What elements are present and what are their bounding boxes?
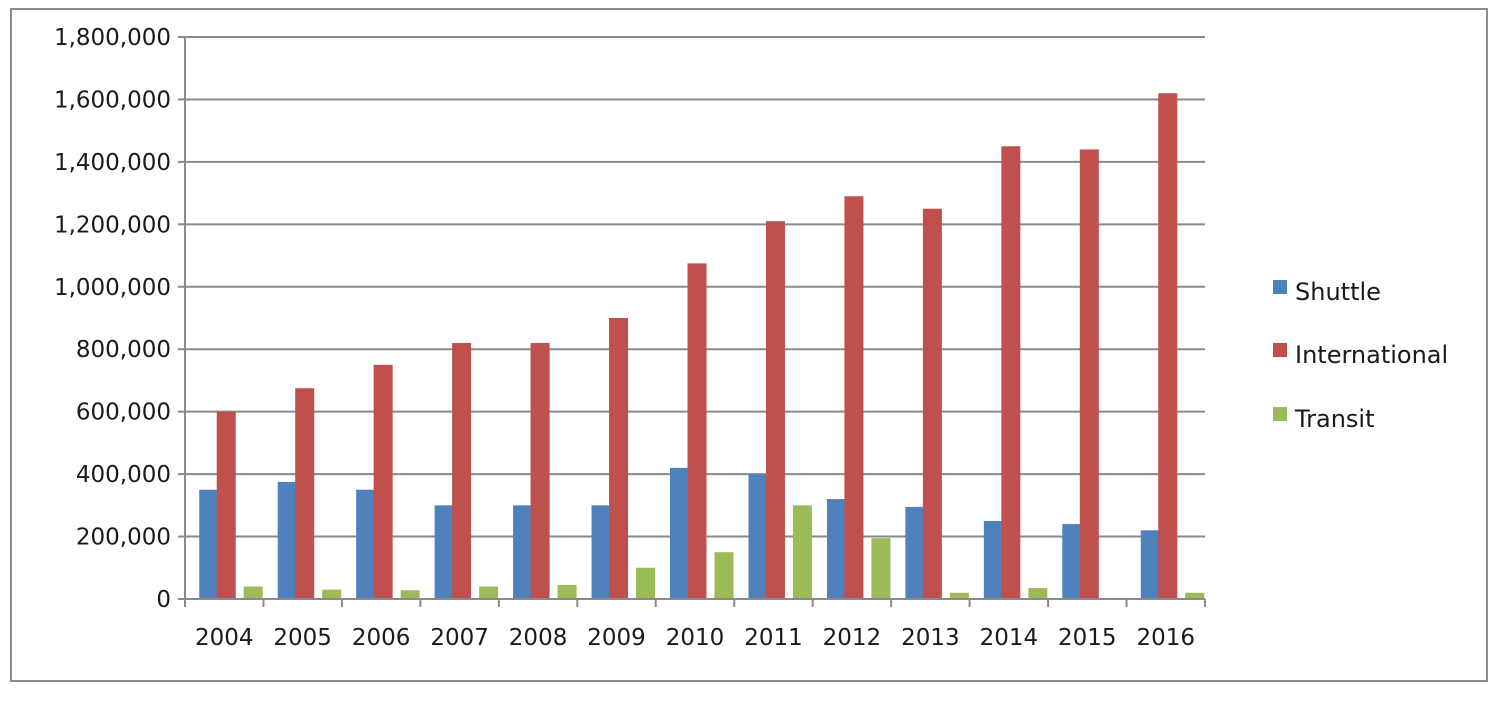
x-tick-label: 2004 [195, 625, 254, 651]
bar-shuttle-2015 [1062, 524, 1082, 599]
bar-shuttle-2007 [434, 505, 454, 599]
bar-transit-2010 [714, 552, 734, 599]
legend-label-transit: Transit [1294, 405, 1375, 433]
bar-shuttle-2013 [905, 506, 925, 599]
bar-international-2015 [1079, 149, 1099, 599]
y-tick-label: 1,200,000 [54, 212, 171, 238]
bar-international-2007 [452, 342, 472, 599]
bar-shuttle-2008 [513, 505, 533, 599]
axes [184, 37, 1205, 600]
x-tick-label: 2013 [901, 625, 960, 651]
x-tick-label: 2009 [587, 625, 646, 651]
x-tick-label: 2006 [352, 625, 411, 651]
y-tick-label: 600,000 [76, 400, 171, 426]
bar-transit-2013 [949, 592, 969, 599]
bar-transit-2012 [871, 538, 891, 599]
bar-transit-2016 [1185, 592, 1205, 599]
y-tick-label: 1,800,000 [54, 25, 171, 51]
bar-international-2012 [844, 196, 864, 599]
bar-shuttle-2004 [199, 489, 219, 599]
bar-shuttle-2010 [670, 467, 689, 599]
bar-international-2009 [609, 318, 629, 599]
bar-shuttle-2005 [277, 481, 297, 599]
bar-transit-2005 [322, 589, 342, 599]
x-tick-label: 2011 [744, 625, 803, 651]
y-tick-label: 800,000 [76, 337, 171, 363]
bar-transit-2011 [792, 505, 812, 599]
bar-shuttle-2014 [983, 520, 1003, 599]
bar-international-2016 [1158, 93, 1178, 599]
legend-swatch-shuttle [1273, 280, 1287, 294]
bar-international-2004 [216, 411, 236, 599]
bar-transit-2009 [636, 567, 656, 599]
x-tick-label: 2010 [666, 625, 725, 651]
bar-transit-2007 [479, 586, 499, 599]
y-tick-label: 200,000 [76, 525, 171, 551]
x-tick-label: 2007 [430, 625, 489, 651]
y-tick-label: 400,000 [76, 462, 171, 488]
y-tick-label: 0 [156, 587, 171, 613]
legend-swatch-transit [1273, 407, 1287, 421]
bar-international-2014 [1001, 146, 1021, 599]
bar-international-2008 [530, 342, 550, 599]
y-tick-label: 1,400,000 [54, 150, 171, 176]
legend-label-international: International [1295, 341, 1448, 369]
bar-transit-2008 [557, 584, 577, 599]
bar-shuttle-2016 [1140, 530, 1160, 599]
bar-international-2006 [373, 364, 393, 599]
x-tick-label: 2014 [980, 625, 1039, 651]
x-tick-label: 2015 [1058, 625, 1117, 651]
bar-shuttle-2011 [748, 474, 768, 599]
bar-shuttle-2006 [356, 489, 376, 599]
bar-shuttle-2009 [591, 505, 611, 599]
y-axis-ticks: 0 200,000 400,000 600,000 800,000 1,000,000 1,… [54, 25, 185, 613]
bar-transit-2004 [243, 586, 263, 599]
x-axis-ticks: 2004 2005 2006 2007 2008 2009 2010 2011 2012 2013… [184, 599, 1206, 651]
bar-transit-2006 [400, 590, 420, 599]
bar-transit-2014 [1028, 588, 1048, 599]
legend-swatch-international [1273, 343, 1287, 357]
bar-shuttle-2012 [826, 499, 846, 599]
bars [199, 93, 1205, 599]
x-tick-label: 2005 [273, 625, 332, 651]
bar-international-2013 [922, 208, 942, 599]
y-tick-label: 1,600,000 [54, 87, 171, 113]
bar-international-2010 [687, 263, 707, 599]
legend: Shuttle International Transit [1273, 278, 1448, 433]
gridlines [185, 36, 1205, 538]
x-tick-label: 2012 [823, 625, 882, 651]
x-tick-label: 2008 [509, 625, 568, 651]
legend-label-shuttle: Shuttle [1295, 278, 1381, 306]
bar-international-2005 [295, 388, 315, 599]
y-tick-label: 1,000,000 [54, 275, 171, 301]
bar-international-2011 [765, 221, 785, 599]
x-tick-label: 2016 [1136, 625, 1195, 651]
